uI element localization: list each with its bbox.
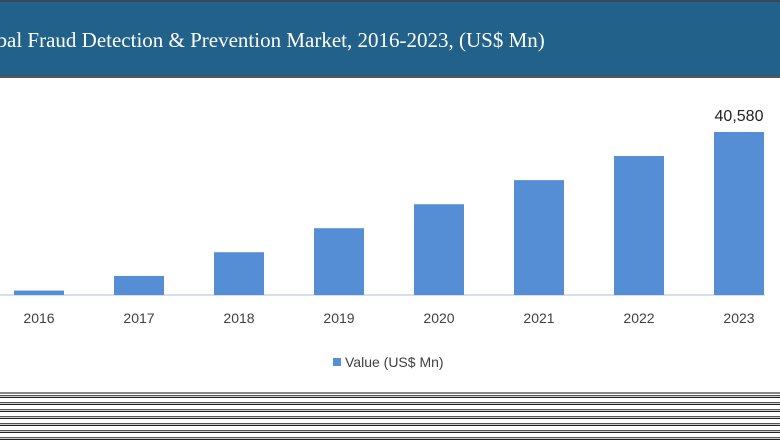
x-tick-label: 2019 xyxy=(323,310,354,326)
bar-2016 xyxy=(14,290,64,295)
bar-2017 xyxy=(114,275,164,295)
bar-2022 xyxy=(614,156,664,295)
bar-2018 xyxy=(214,252,264,295)
bar-2020 xyxy=(414,204,464,295)
x-tick-label: 2017 xyxy=(123,310,154,326)
legend-swatch xyxy=(333,358,341,366)
data-label: 40,580 xyxy=(715,108,764,125)
legend-label: Value (US$ Mn) xyxy=(345,354,444,370)
noise-strip xyxy=(0,392,780,442)
x-tick-label: 2021 xyxy=(523,310,554,326)
x-tick-label: 2022 xyxy=(623,310,654,326)
bar-2019 xyxy=(314,228,364,295)
title-banner: obal Fraud Detection & Prevention Market… xyxy=(0,0,780,78)
bar-2021 xyxy=(514,180,564,295)
x-tick-label: 2016 xyxy=(23,310,54,326)
x-tick-label: 2020 xyxy=(423,310,454,326)
bar-2023 xyxy=(714,132,764,295)
chart-title: obal Fraud Detection & Prevention Market… xyxy=(0,28,545,52)
bar-chart: 2016 2017 2018 2019 2020 2021 2022 2023 40,580 Va… xyxy=(0,108,765,370)
x-tick-label: 2023 xyxy=(723,310,754,326)
x-tick-label: 2018 xyxy=(223,310,254,326)
